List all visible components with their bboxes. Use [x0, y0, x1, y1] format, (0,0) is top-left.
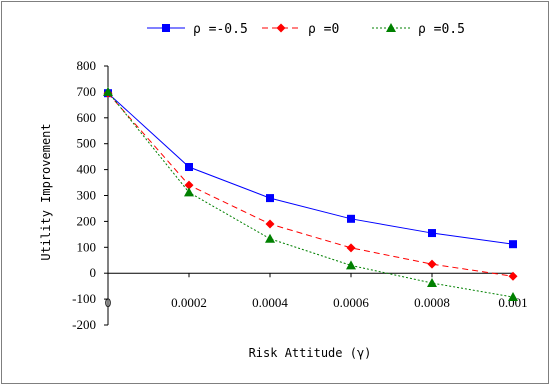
y-tick-label: 200	[77, 213, 97, 228]
y-ticks: -200 -100 0 100 200 300 400 500 600 700 800	[72, 58, 108, 332]
data-point	[266, 194, 274, 203]
y-tick-label: 300	[77, 188, 97, 203]
x-axis-label: Risk Attitude (γ)	[249, 346, 372, 360]
legend-item: ρ =-0.5	[147, 22, 248, 37]
data-point	[508, 271, 518, 281]
data-point	[509, 240, 517, 249]
legend-marker	[162, 24, 170, 32]
data-point	[265, 233, 275, 243]
data-point	[427, 278, 437, 288]
y-tick-label: -200	[72, 317, 96, 332]
data-point	[347, 214, 355, 223]
series-1	[104, 89, 517, 249]
legend-item: ρ =0.5	[372, 22, 465, 37]
y-tick-label: 800	[77, 58, 97, 73]
data-point	[346, 260, 356, 270]
legend-marker	[276, 23, 286, 33]
y-tick-label: -100	[72, 291, 96, 306]
data-point	[427, 259, 437, 269]
data-point	[346, 243, 356, 253]
data-point	[103, 86, 113, 96]
series-line	[107, 91, 514, 298]
x-tick-label: 0.0004	[252, 295, 288, 310]
data-point	[265, 219, 275, 229]
series-layer	[103, 86, 518, 302]
y-tick-label: 400	[77, 162, 97, 177]
data-point	[184, 187, 194, 197]
legend-label: ρ =-0.5	[193, 22, 248, 37]
y-tick-label: 700	[77, 84, 97, 99]
y-tick-label: 0	[90, 265, 97, 280]
x-tick-label: 0	[105, 295, 112, 310]
x-tick-label: 0.0006	[333, 295, 369, 310]
legend-label: ρ =0.5	[418, 22, 465, 37]
x-tick-label: 0.0008	[414, 295, 450, 310]
x-tick-label: 0.0002	[171, 295, 207, 310]
data-point	[428, 229, 436, 238]
axes	[107, 66, 513, 325]
series-line	[107, 92, 514, 277]
series-line	[107, 92, 514, 245]
data-point	[185, 163, 193, 172]
y-tick-label: 600	[77, 110, 97, 125]
data-point	[184, 180, 194, 190]
data-point	[508, 292, 518, 302]
series-3	[103, 86, 518, 302]
y-tick-label: 100	[77, 239, 97, 254]
y-axis-label: Utility Improvement	[39, 123, 53, 260]
legend-item: ρ =0	[262, 22, 339, 37]
y-tick-label: 500	[77, 136, 97, 151]
legend: ρ =-0.5 ρ =0 ρ =0.5	[147, 22, 465, 37]
x-tick-label: 0.001	[498, 295, 527, 310]
legend-marker	[386, 23, 396, 32]
legend-label: ρ =0	[308, 22, 339, 37]
x-ticks: 0 0.0002 0.0004 0.0006 0.0008 0.001	[105, 273, 528, 310]
